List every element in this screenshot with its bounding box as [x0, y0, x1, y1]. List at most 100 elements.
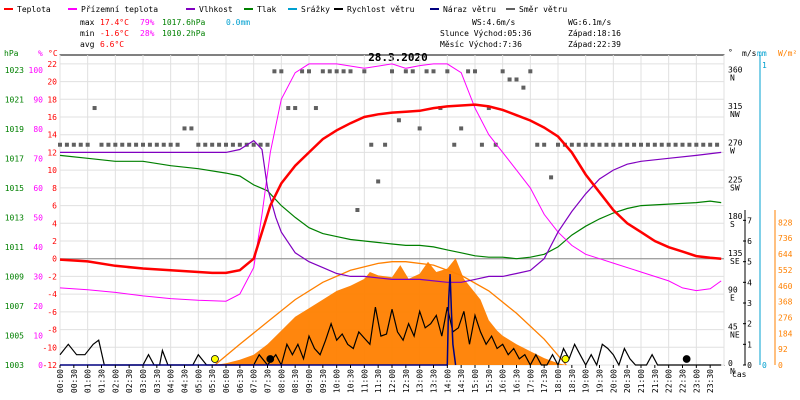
wind-dir-point [196, 142, 201, 147]
dir-name: SE [730, 257, 740, 266]
degc-axis-label: °C [48, 49, 58, 58]
wind-dir-point [383, 142, 388, 147]
wm2-tick: 552 [778, 266, 793, 275]
wind-dir-point [265, 142, 270, 147]
pct-tick: 0 [38, 361, 43, 370]
time-tick-label: 02:00 [111, 369, 120, 393]
pct-tick: 70 [33, 154, 43, 163]
pressure-line [59, 154, 722, 260]
hpa-tick: 1007 [5, 302, 24, 311]
stats-min-pressure: 1010.2hPa [162, 29, 206, 38]
wind-dir-point [708, 142, 713, 147]
stats-avg-label: avg [80, 40, 95, 49]
wind-dir-point [694, 142, 699, 147]
axes: 1003100510071009101110131015101710191021… [4, 48, 797, 376]
time-tick-label: 17:00 [526, 369, 535, 393]
time-tick-label: 02:30 [125, 369, 134, 393]
wind-dir-point [168, 142, 173, 147]
time-tick-label: 11:00 [360, 369, 369, 393]
pct-tick: 50 [33, 213, 43, 222]
time-tick-label: 04:30 [181, 369, 190, 393]
time-tick-label: 22:00 [665, 369, 674, 393]
degc-tick: -8 [47, 326, 57, 335]
pct-tick: 100 [29, 66, 44, 75]
pct-tick: 10 [33, 331, 43, 340]
dir-tick: 180 [728, 212, 743, 221]
wind-dir-point [452, 142, 457, 147]
pct-tick: 90 [33, 95, 43, 104]
wind-dir-point [701, 142, 706, 147]
wind-dir-point [64, 142, 69, 147]
wind-dir-point [334, 69, 339, 74]
wind-dir-point [466, 69, 471, 74]
stats-max-label: max [80, 18, 95, 27]
time-axis: 00:00 00:30 01:00 01:30 02:00 02:30 03:00 03:30… [56, 365, 715, 393]
stats-wind-speed: WS:4.6m/s [472, 18, 516, 27]
time-tick-label: 07:00 [250, 369, 259, 393]
time-tick-label: 21:30 [651, 369, 660, 393]
time-tick-label: 03:00 [139, 369, 148, 393]
stats-sunset: Západ:18:16 [568, 29, 621, 38]
ms-tick: 2 [747, 320, 752, 329]
time-tick-label: 23:00 [692, 369, 701, 393]
wind-dir-point [127, 142, 132, 147]
legend-entry: Rychlost větru [347, 5, 415, 14]
wind-dir-point [210, 142, 215, 147]
moonrise-marker [266, 355, 275, 363]
sunrise-marker [211, 355, 219, 363]
wm2-tick: 92 [778, 345, 788, 354]
ms-tick: 1 [747, 340, 752, 349]
degc-tick: -4 [47, 290, 57, 299]
wind-dir-point [251, 142, 256, 147]
wind-dir-point [611, 142, 616, 147]
dir-tick: 45 [728, 322, 738, 331]
degc-tick: 22 [47, 60, 57, 69]
wind-dir-point [493, 142, 498, 147]
degc-tick: 10 [47, 166, 57, 175]
dir-name: SW [730, 183, 740, 192]
wind-dir-point [507, 77, 512, 82]
ms-tick: 6 [747, 237, 752, 246]
wind-dir-point [424, 69, 429, 74]
stats-sunrise: Slunce Východ:05:36 [440, 29, 532, 38]
ms-tick: 5 [747, 258, 752, 267]
wind-dir-point [224, 142, 228, 147]
time-tick-label: 09:00 [305, 369, 314, 393]
stats-min-humidity: 28% [140, 29, 155, 38]
wind-dir-point [161, 142, 166, 147]
dir-axis-label: ° [728, 48, 733, 57]
dir-tick: 0 [728, 359, 733, 368]
wind-dir-point [189, 126, 194, 131]
wm2-tick: 0 [778, 361, 783, 370]
degc-tick: -2 [47, 272, 57, 281]
dir-name: E [730, 294, 735, 303]
dir-name: N [730, 73, 735, 82]
wind-dir-point [376, 179, 381, 184]
time-tick-label: 01:30 [98, 369, 107, 393]
time-tick-label: 00:00 [56, 369, 65, 393]
pct-tick: 80 [33, 125, 43, 134]
wind-dir-point [279, 69, 284, 74]
hpa-tick: 1015 [5, 184, 24, 193]
degc-tick: 8 [52, 184, 57, 193]
dir-tick: 315 [728, 102, 743, 111]
stats-max-humidity: 79% [140, 18, 155, 27]
wind-dir-point [272, 69, 277, 74]
wind-dir-point [147, 142, 152, 147]
wind-dir-point [618, 142, 623, 147]
pct-tick: 30 [33, 272, 43, 281]
degc-tick: 14 [47, 131, 57, 140]
wind-dir-point [341, 69, 346, 74]
degc-tick: -6 [47, 308, 57, 317]
degc-tick: 20 [47, 78, 57, 87]
wind-dir-point [175, 142, 180, 147]
wind-dir-point [659, 142, 664, 147]
wind-dir-point [313, 106, 318, 111]
pct-axis-label: % [38, 49, 43, 58]
wind-dir-point [99, 142, 104, 147]
wind-dir-point [307, 69, 311, 74]
wind-dir-point [120, 142, 125, 147]
dir-tick: 270 [728, 139, 743, 148]
stats-max-temp: 17.4°C [100, 18, 129, 27]
wind-dir-point [528, 69, 533, 74]
